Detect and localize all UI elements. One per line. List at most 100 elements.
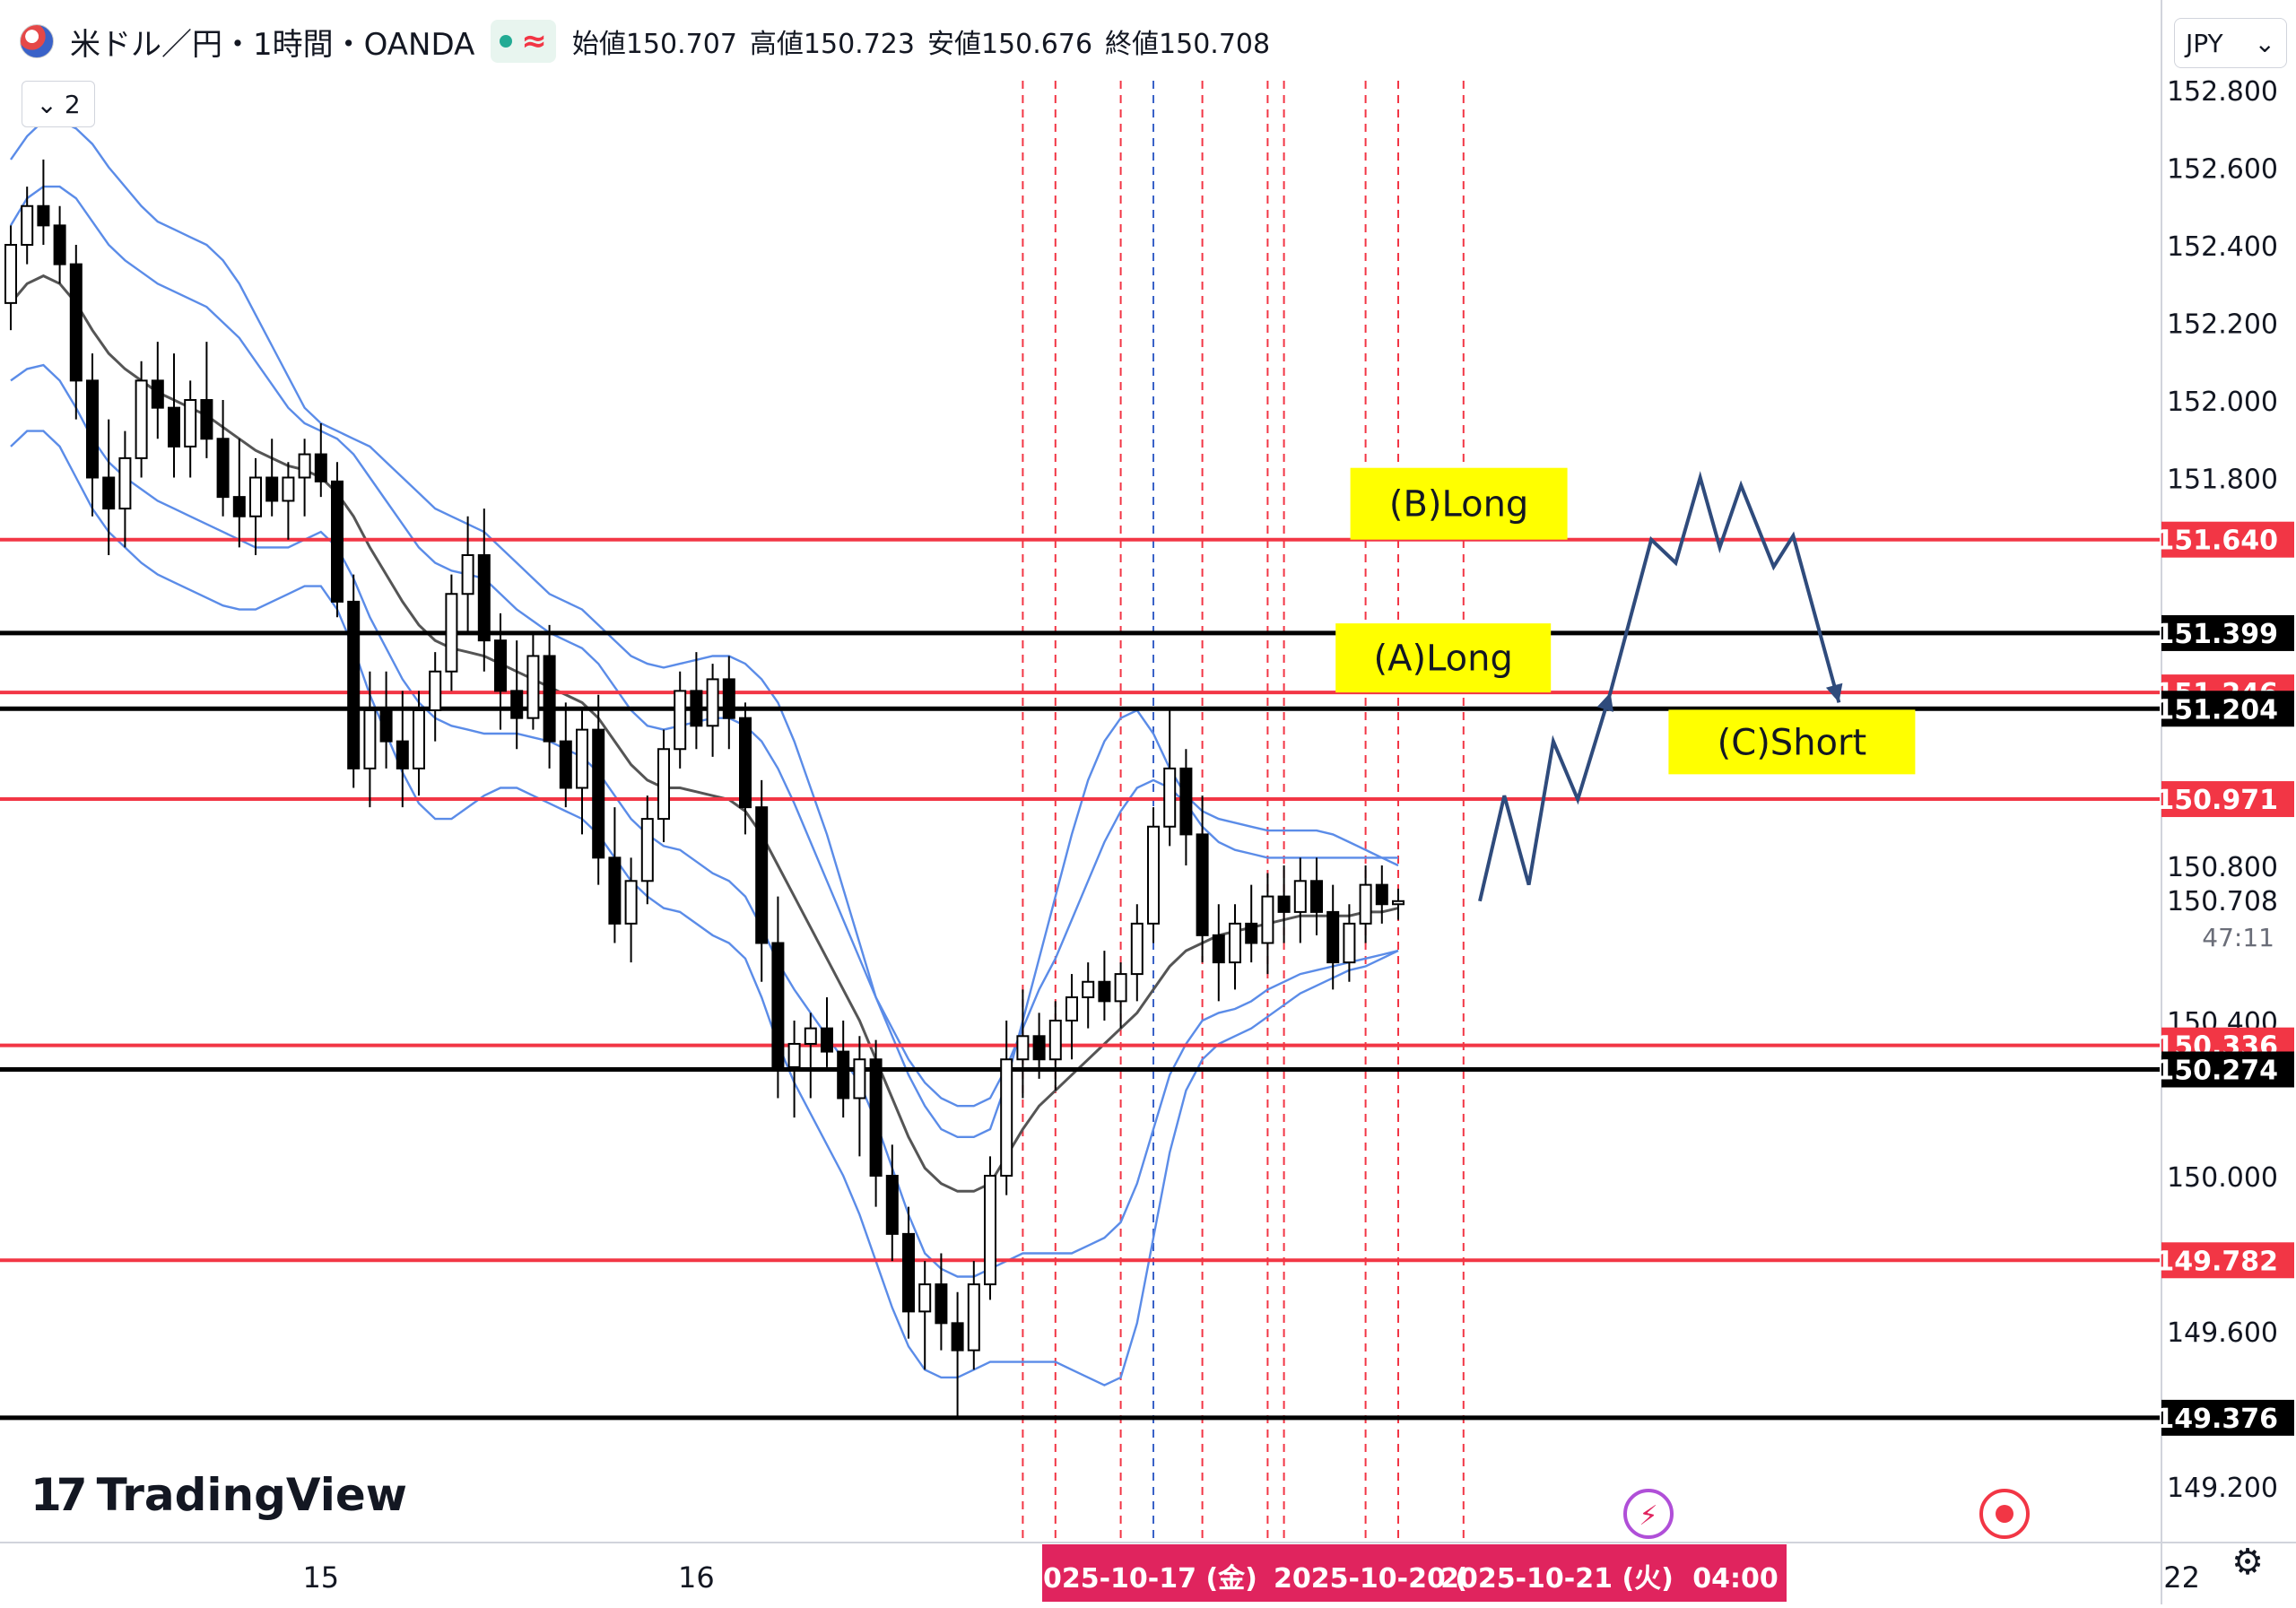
settings-gear-icon[interactable]: ⚙ xyxy=(2231,1542,2264,1583)
candle-body xyxy=(885,1175,899,1235)
candle-body xyxy=(1277,895,1291,913)
annotation-c-short-label: (C)Short xyxy=(1718,722,1866,763)
candle-body xyxy=(413,709,425,769)
candle-body xyxy=(118,456,132,510)
candle-body xyxy=(755,806,769,944)
level-price-label: 149.782 xyxy=(2155,1246,2278,1277)
candle-body xyxy=(363,709,377,769)
record-target-dot xyxy=(1996,1505,2013,1523)
currency-selector[interactable]: JPY ⌄ xyxy=(2174,18,2287,68)
candle-body xyxy=(396,740,409,769)
candle-body xyxy=(314,453,327,482)
candle-body xyxy=(576,728,588,789)
y-tick-label: 152.600 xyxy=(2167,154,2278,186)
candle-body xyxy=(967,1283,980,1352)
level-price-tag xyxy=(2161,781,2294,818)
candle-body xyxy=(86,379,99,479)
candle-body xyxy=(771,942,785,1068)
candle-body xyxy=(331,480,344,603)
candle-body xyxy=(1114,973,1127,1003)
candle-body xyxy=(1163,767,1177,828)
projection-arrowhead xyxy=(1825,682,1843,703)
level-price-tag xyxy=(2161,1242,2294,1279)
candle-body xyxy=(1343,922,1356,964)
symbol-title[interactable]: 米ドル／円・1時間・OANDA xyxy=(70,26,475,63)
candle-body xyxy=(429,670,442,711)
y-tick-label: 151.800 xyxy=(2167,465,2278,496)
y-tick-label: 152.800 xyxy=(2167,76,2278,108)
candle-body xyxy=(102,476,116,510)
candle-body xyxy=(461,554,474,595)
y-tick-label: 149.200 xyxy=(2167,1473,2278,1504)
indicator-collapse-button[interactable]: ⌄ 2 xyxy=(22,81,95,127)
ohlc-open: 始値150.707 xyxy=(571,29,737,60)
bollinger-lower-2sd xyxy=(10,430,1399,1386)
candle-body xyxy=(690,690,703,727)
x-tick-label: 15 xyxy=(302,1560,339,1595)
bar-countdown-label: 47:11 xyxy=(2202,923,2274,952)
candle-body xyxy=(298,453,311,479)
tradingview-logo-text: TradingView xyxy=(96,1469,407,1521)
candle-body xyxy=(184,399,197,448)
level-price-label: 151.640 xyxy=(2155,526,2278,557)
bollinger-upper-2sd xyxy=(10,119,1399,1138)
candle-body xyxy=(526,655,540,719)
y-tick-label: 152.400 xyxy=(2167,231,2278,263)
y-tick-label: 152.000 xyxy=(2167,387,2278,418)
candle-body xyxy=(1392,900,1405,906)
annotation-b-long-label: (B)Long xyxy=(1389,484,1528,526)
candle-body xyxy=(657,748,670,821)
x-range-highlight xyxy=(1042,1544,1787,1602)
x-range-date-label: 2025-10-21 (火) xyxy=(1440,1563,1674,1595)
level-price-tag xyxy=(2161,1051,2294,1088)
candle-body xyxy=(1065,996,1078,1022)
candle-body xyxy=(837,1050,850,1100)
ohlc-readout: 始値150.707 高値150.723 安値150.676 終値150.708 xyxy=(572,22,1270,61)
candle-body xyxy=(1245,922,1258,944)
ohlc-low: 安値150.676 xyxy=(926,29,1093,60)
x-range-date-label: 2025-10-17 (金) xyxy=(1024,1563,1257,1595)
candle-body xyxy=(1310,880,1323,913)
x-range-date-label: 04:00 xyxy=(1692,1563,1779,1595)
candle-body xyxy=(951,1322,964,1352)
x-tick-label: 22 xyxy=(2163,1560,2200,1595)
candle-body xyxy=(1098,980,1111,1003)
candle-body xyxy=(282,476,295,502)
candle-body xyxy=(1016,1035,1030,1061)
candle-body xyxy=(379,709,393,743)
candle-body xyxy=(168,406,180,448)
candle-body xyxy=(1326,910,1340,964)
level-price-label: 149.376 xyxy=(2155,1404,2278,1435)
market-status-pill[interactable]: ≈ xyxy=(491,20,556,63)
candle-body xyxy=(869,1058,883,1177)
level-price-label: 150.274 xyxy=(2155,1055,2278,1086)
candle-body xyxy=(902,1232,915,1313)
tradingview-logo[interactable]: 17 TradingView xyxy=(30,1469,407,1521)
candle-body xyxy=(674,690,687,751)
candle-body xyxy=(445,593,458,673)
level-price-tag xyxy=(2161,691,2294,727)
candle-body xyxy=(543,655,556,743)
candle-body xyxy=(1293,880,1307,913)
flash-alert-icon xyxy=(1623,1489,1674,1539)
ohlc-close: 終値150.708 xyxy=(1105,29,1271,60)
candle-body xyxy=(200,399,213,440)
candle-body xyxy=(918,1283,932,1313)
projection-arrowhead xyxy=(1596,692,1613,712)
candle-body xyxy=(608,856,622,925)
candle-body xyxy=(69,263,83,382)
y-tick-label: 152.200 xyxy=(2167,309,2278,341)
candle-body xyxy=(706,678,719,727)
annotation-c-short-box xyxy=(1668,709,1916,775)
candle-body xyxy=(1375,883,1388,906)
wave-icon: ≈ xyxy=(521,23,547,59)
candle-body xyxy=(53,224,66,265)
candle-body xyxy=(787,1042,801,1068)
candle-body xyxy=(37,204,50,227)
current-price-label: 150.708 xyxy=(2167,886,2278,917)
annotation-a-long-label: (A)Long xyxy=(1374,639,1513,680)
flash-alert-glyph: ⚡ xyxy=(1639,1500,1657,1532)
candle-body xyxy=(21,204,34,246)
